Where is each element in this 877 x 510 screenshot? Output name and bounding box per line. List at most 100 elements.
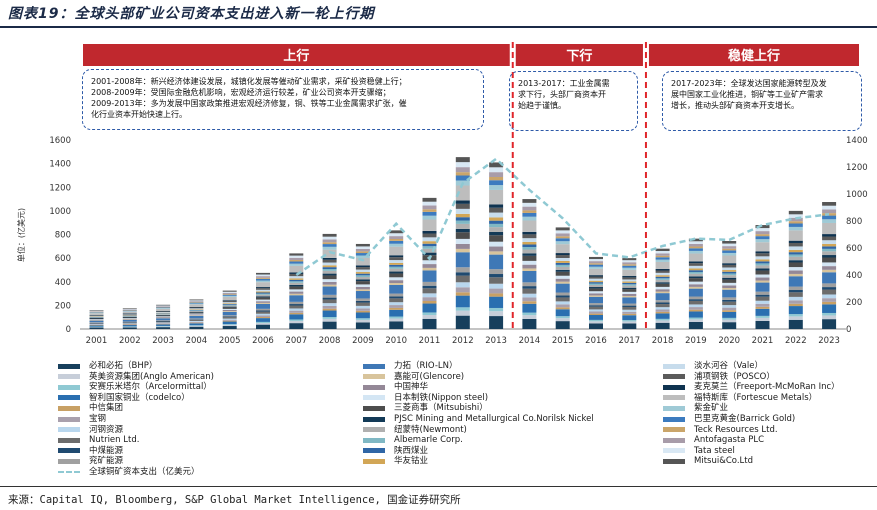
bar-segment [822,262,837,267]
bar-segment [222,292,237,294]
bar-segment [322,279,337,282]
bar-segment [655,270,670,273]
bar-segment [589,291,603,294]
bar-segment [156,304,171,306]
legend-swatch [363,458,385,464]
bar-segment [122,319,137,320]
phase-band-2 [648,44,859,66]
note-line: 增长，推动头部矿商资本开支增长。 [671,101,799,110]
bar-segment [256,277,270,279]
bar-segment [322,316,337,319]
bar-segment [189,303,204,305]
bar-segment [189,307,204,309]
bar-segment [122,309,137,311]
x-tick-label: 2014 [519,336,541,346]
legend-item: 英美资源集团(Anglo American) [58,372,214,382]
legend-swatch [663,374,685,380]
bar-segment [522,244,537,248]
legend-item: 纽蒙特(Newmont) [363,425,467,435]
bar-segment [722,250,737,253]
bar-segment [788,226,803,231]
bar-segment [489,176,504,181]
bar-segment [89,316,104,318]
bar-segment [822,304,837,313]
bar-segment [622,303,637,306]
bar-segment [122,324,137,327]
bar-segment [655,276,670,279]
bar-segment [788,319,803,329]
bar-segment [189,310,204,312]
bar-segment [688,250,703,254]
bar-segment [256,303,270,309]
bar-segment [222,301,237,303]
bar-segment [555,318,570,322]
bar-segment [289,305,304,309]
bar-segment [322,246,337,250]
bar-segment [622,321,637,324]
bar-segment [788,260,803,263]
bar-segment [655,261,670,269]
bar-segment [156,316,171,318]
bar-segment [655,268,670,271]
bar-segment [89,320,104,321]
bar-segment [355,248,370,252]
bar-segment [222,315,237,317]
phase-bands: 上行 下行 稳健上行 [83,44,859,66]
bar-segment [688,317,703,320]
bar-segment [222,302,237,304]
bar-segment [555,244,570,254]
bar-segment [189,309,204,310]
y-right-tick-label: 600 [846,244,862,254]
bar-segment [589,306,603,310]
bar-segment [322,268,337,271]
bar-segment [788,223,803,227]
bar-segment [589,309,603,312]
bar-segment [788,300,803,304]
bar-segment [189,311,204,313]
bar-segment [688,286,703,289]
phase-note-steady-uptrend: 2017-2023年：全球发达国家能源转型及发 展中国家工业化推进，铜矿等工业矿产… [662,71,862,131]
bar-segment [222,291,237,293]
bar-segment [156,323,171,324]
bar-segment [455,315,470,329]
phase-note-uptrend: 2001-2008年：新兴经济体建设发展，城镇化发展等催动矿业需求，采矿投资稳健… [82,69,484,130]
legend-label: 中煤能源 [89,445,124,456]
bar-segment [89,326,104,328]
bar-segment [722,273,737,276]
bar-segment [822,219,837,223]
legend-swatch [58,448,80,454]
bar-segment [422,281,437,286]
note-line: 化行业资本开始快速上行。 [91,110,187,119]
legend-label: 全球铜矿资本支出（亿美元） [89,467,200,477]
y-right-tick-label: 1400 [846,136,868,146]
bar-segment [189,321,204,323]
bar-segment [256,292,270,294]
bar-segment [422,230,437,234]
bar-segment [522,286,537,289]
bar-segment [489,311,504,317]
bar-segment [289,265,304,273]
legend-item: Mitsui&Co.Ltd [663,456,753,466]
bar-segment [589,305,603,307]
bar-segment [322,275,337,280]
bar-segment [589,295,603,297]
bar-segment [688,270,703,272]
legend-swatch [363,384,385,390]
bar-segment [156,306,171,307]
bar-segment [722,299,737,302]
bar-segment [489,172,504,177]
legend-label: 纽蒙特(Newmont) [394,424,467,435]
bar-segment [89,323,104,324]
bar-segment [122,322,137,323]
bar-segment [688,321,703,329]
bar-segment [622,260,637,263]
x-tick-label: 2002 [119,336,141,346]
bar-segment [89,324,104,325]
phase-band-label-0: 上行 [283,48,309,64]
bar-segment [122,315,137,317]
note-line: 2008-2009年：受国际金融危机影响，宏观经济运行较差，矿业公司资本开支骤缩… [91,88,391,97]
bar-segment [289,281,304,283]
bar-segment [688,253,703,262]
bar-segment [122,308,137,310]
bar-segment [589,293,603,296]
